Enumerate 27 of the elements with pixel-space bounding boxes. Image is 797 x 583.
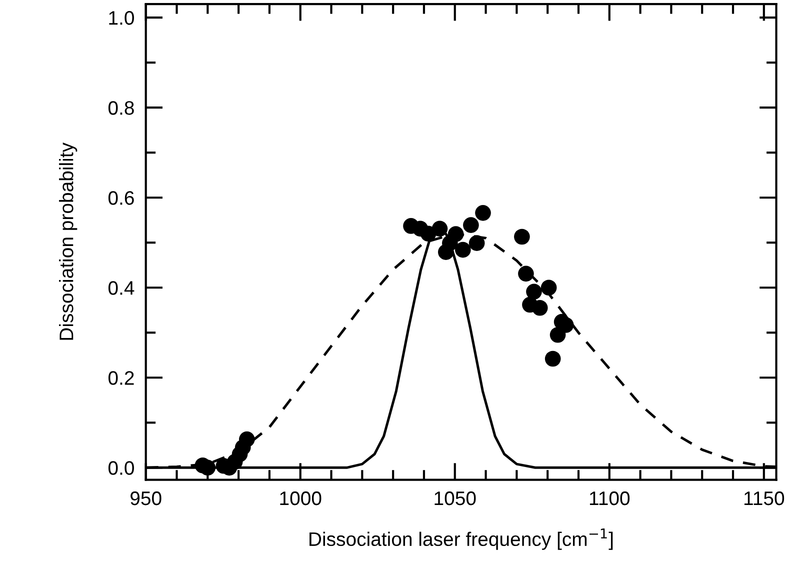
x-axis-title: Dissociation laser frequency [cm$^{−1}$]: [310, 528, 613, 550]
x-tick-label: 950: [130, 491, 162, 506]
point: [463, 217, 479, 233]
y-tick-label: 1.0: [109, 11, 134, 25]
point: [518, 266, 534, 282]
point: [526, 284, 542, 300]
point: [238, 431, 255, 448]
x-tick-label: 1000: [280, 491, 322, 506]
point: [455, 242, 471, 258]
y-tick-label: 0.4: [108, 281, 134, 295]
y-tick-label: 0.8: [108, 101, 134, 115]
y-tick-label: 0.6: [108, 191, 134, 205]
point: [432, 220, 448, 237]
point: [475, 204, 491, 221]
point: [200, 460, 216, 476]
y-tick-label: 0.2: [108, 371, 134, 385]
y-tick-label: 0.0: [108, 461, 134, 475]
point: [514, 228, 530, 245]
point: [468, 235, 485, 251]
point: [540, 280, 557, 296]
point: [544, 350, 561, 367]
y-axis-title: Dissociation probability: [59, 142, 78, 340]
x-tick-label: 1050: [434, 491, 476, 506]
point: [448, 226, 464, 242]
x-tick-label: 1100: [590, 491, 630, 506]
point: [532, 300, 548, 316]
x-tick-label: 1150: [744, 491, 784, 506]
